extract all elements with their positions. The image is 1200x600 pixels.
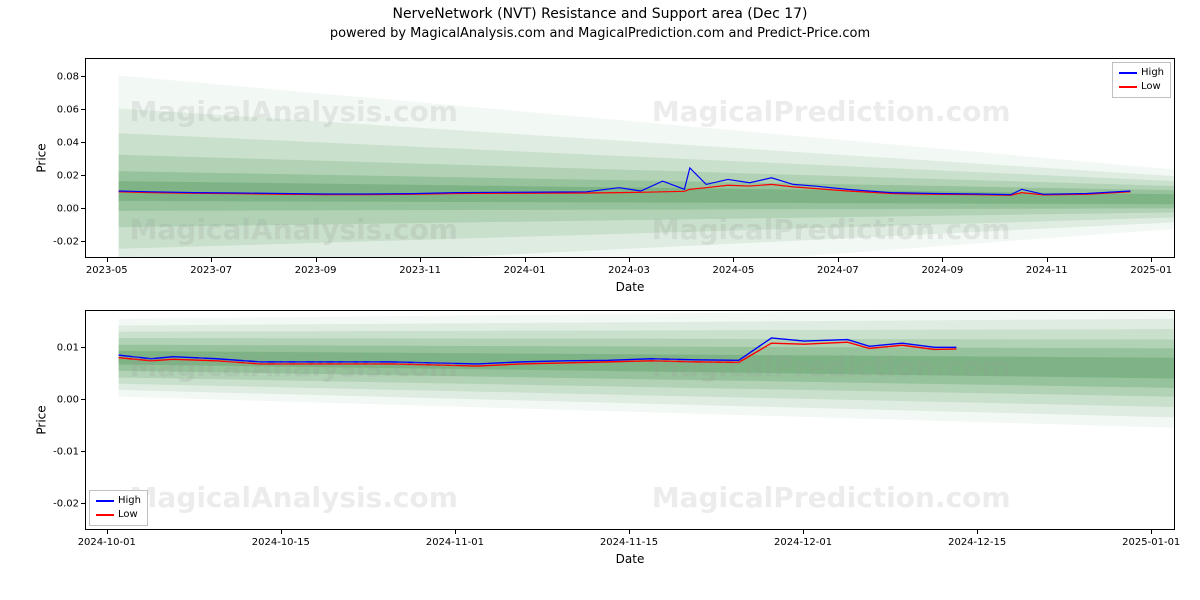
xtick-label: 2024-10-01 [78, 537, 136, 548]
xtick-mark [107, 530, 108, 534]
ytick-label: -0.02 [37, 236, 79, 247]
ytick-mark [81, 451, 85, 452]
ytick-label: 0.08 [37, 71, 79, 82]
ytick-mark [81, 175, 85, 176]
ytick-label: 0.04 [37, 137, 79, 148]
chart-container: NerveNetwork (NVT) Resistance and Suppor… [0, 0, 1200, 600]
legend-swatch [96, 514, 114, 516]
top-xlabel: Date [85, 280, 1175, 294]
xtick-mark [1151, 258, 1152, 262]
ytick-label: 0.02 [37, 170, 79, 181]
legend-row: High [1119, 66, 1164, 80]
xtick-label: 2024-03 [608, 265, 650, 276]
xtick-label: 2024-07 [817, 265, 859, 276]
xtick-label: 2025-01-01 [1122, 537, 1180, 548]
xtick-mark [455, 530, 456, 534]
xtick-label: 2024-01 [504, 265, 546, 276]
legend-label: High [118, 494, 141, 508]
ytick-mark [81, 109, 85, 110]
bottom-xlabel: Date [85, 552, 1175, 566]
xtick-label: 2024-11 [1026, 265, 1068, 276]
xtick-mark [1151, 530, 1152, 534]
xtick-mark [803, 530, 804, 534]
ytick-mark [81, 503, 85, 504]
ytick-mark [81, 208, 85, 209]
bottom-plot-area: MagicalAnalysis.comMagicalPrediction.com… [85, 310, 1175, 530]
xtick-mark [107, 258, 108, 262]
legend-label: Low [1141, 80, 1161, 94]
chart-subtitle: powered by MagicalAnalysis.com and Magic… [0, 22, 1200, 45]
xtick-mark [316, 258, 317, 262]
top-panel: MagicalAnalysis.comMagicalPrediction.com… [85, 58, 1175, 258]
legend-swatch [1119, 72, 1137, 74]
xtick-mark [942, 258, 943, 262]
xtick-mark [838, 258, 839, 262]
ytick-mark [81, 347, 85, 348]
xtick-label: 2024-11-01 [426, 537, 484, 548]
ytick-label: 0.06 [37, 104, 79, 115]
xtick-mark [211, 258, 212, 262]
xtick-mark [977, 530, 978, 534]
ytick-mark [81, 76, 85, 77]
xtick-mark [629, 530, 630, 534]
xtick-mark [1047, 258, 1048, 262]
xtick-label: 2024-09 [921, 265, 963, 276]
xtick-mark [629, 258, 630, 262]
xtick-label: 2024-11-15 [600, 537, 658, 548]
ytick-label: -0.01 [37, 447, 79, 458]
legend-row: High [96, 494, 141, 508]
bottom-svg [86, 311, 1174, 529]
xtick-label: 2024-12-01 [774, 537, 832, 548]
ytick-mark [81, 241, 85, 242]
ytick-label: 0.00 [37, 203, 79, 214]
bottom-legend: HighLow [89, 490, 148, 526]
ytick-label: 0.01 [37, 343, 79, 354]
xtick-label: 2023-05 [86, 265, 128, 276]
xtick-label: 2023-07 [190, 265, 232, 276]
xtick-mark [733, 258, 734, 262]
xtick-label: 2024-12-15 [948, 537, 1006, 548]
xtick-label: 2023-11 [399, 265, 441, 276]
ytick-label: 0.00 [37, 395, 79, 406]
legend-label: High [1141, 66, 1164, 80]
ytick-mark [81, 399, 85, 400]
xtick-label: 2024-05 [713, 265, 755, 276]
top-plot-area: MagicalAnalysis.comMagicalPrediction.com… [85, 58, 1175, 258]
bottom-panel: MagicalAnalysis.comMagicalPrediction.com… [85, 310, 1175, 530]
xtick-label: 2023-09 [295, 265, 337, 276]
top-svg [86, 59, 1174, 257]
legend-row: Low [96, 508, 141, 522]
legend-row: Low [1119, 80, 1164, 94]
legend-swatch [96, 500, 114, 502]
xtick-mark [281, 530, 282, 534]
ytick-mark [81, 142, 85, 143]
legend-swatch [1119, 86, 1137, 88]
xtick-mark [525, 258, 526, 262]
ytick-label: -0.02 [37, 499, 79, 510]
xtick-label: 2024-10-15 [252, 537, 310, 548]
xtick-mark [420, 258, 421, 262]
top-legend: HighLow [1112, 62, 1171, 98]
chart-title: NerveNetwork (NVT) Resistance and Suppor… [0, 0, 1200, 22]
bottom-ylabel: Price [35, 405, 49, 434]
legend-label: Low [118, 508, 138, 522]
xtick-label: 2025-01 [1130, 265, 1172, 276]
